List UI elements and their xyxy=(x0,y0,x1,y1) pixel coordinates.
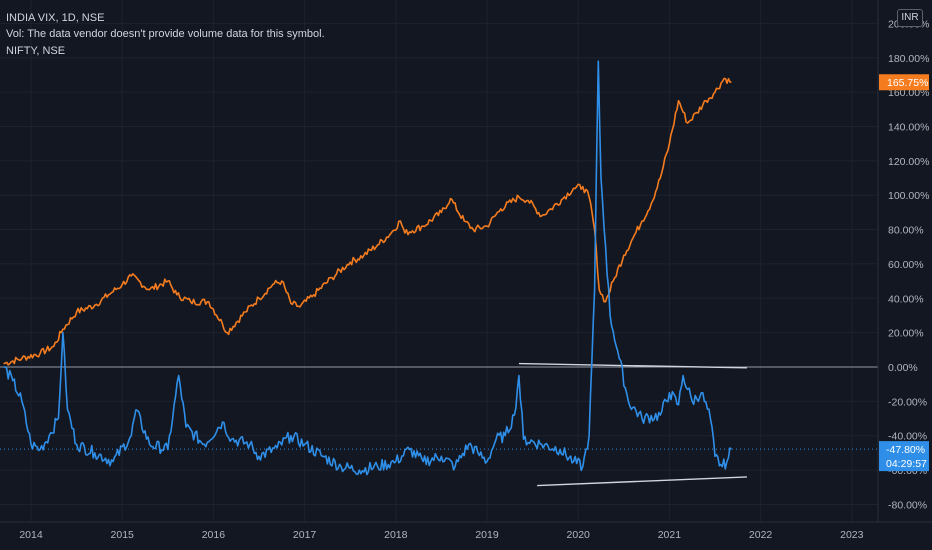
price-tick-label: -20.00% xyxy=(888,396,927,408)
time-tick-label: 2023 xyxy=(840,529,864,541)
trendlines xyxy=(518,362,747,487)
nifty-last-value: 165.75% xyxy=(887,77,928,89)
price-tick-label: 60.00% xyxy=(888,259,924,271)
price-tick-label: 180.00% xyxy=(888,53,929,65)
price-tick-label: 0.00% xyxy=(888,362,918,374)
bar-countdown: 04:29:57 xyxy=(886,458,927,470)
time-tick-label: 2019 xyxy=(475,529,499,541)
time-tick-label: 2022 xyxy=(749,529,773,541)
vix-last-value: -47.80% xyxy=(886,444,925,456)
vix-last-value-badge xyxy=(879,441,929,472)
price-tick-label: -40.00% xyxy=(888,431,927,443)
series-lines xyxy=(3,60,732,476)
price-axis: 200.00%180.00%160.00%140.00%120.00%100.0… xyxy=(888,18,929,511)
time-tick-label: 2018 xyxy=(384,529,408,541)
time-axis: 2014 2015 2016 2017 2018 2019 2020 2021 2022 2023 xyxy=(19,529,863,541)
time-tick-label: 2015 xyxy=(111,529,135,541)
price-tick-label: 140.00% xyxy=(888,121,929,133)
trendline-1[interactable] xyxy=(518,362,747,369)
price-tick-label: 80.00% xyxy=(888,225,924,237)
price-tick-label: 100.00% xyxy=(888,190,929,202)
legend-symbol-nifty[interactable]: NIFTY, NSE xyxy=(6,45,66,57)
last-value-labels: 165.75% -47.80% 04:29:57 xyxy=(879,74,929,472)
time-tick-label: 2021 xyxy=(658,529,682,541)
price-tick-label: -80.00% xyxy=(888,499,927,511)
price-tick-label: 40.00% xyxy=(888,293,924,305)
price-tick-label: 20.00% xyxy=(888,328,924,340)
time-tick-label: 2020 xyxy=(567,529,591,541)
legend-volume-note: Vol: The data vendor doesn't provide vol… xyxy=(6,28,325,40)
legend-symbol-vix[interactable]: INDIA VIX, 1D, NSE xyxy=(6,12,105,24)
time-tick-label: 2017 xyxy=(293,529,317,541)
series-line-nifty[interactable] xyxy=(3,77,732,366)
trendline-2[interactable] xyxy=(537,476,747,487)
price-tick-label: 120.00% xyxy=(888,156,929,168)
series-line-india-vix[interactable] xyxy=(3,60,732,476)
time-tick-label: 2016 xyxy=(202,529,226,541)
grid xyxy=(0,0,878,522)
time-tick-label: 2014 xyxy=(19,529,43,541)
nifty-last-value-badge xyxy=(879,74,929,91)
currency-badge[interactable]: INR xyxy=(897,9,923,27)
